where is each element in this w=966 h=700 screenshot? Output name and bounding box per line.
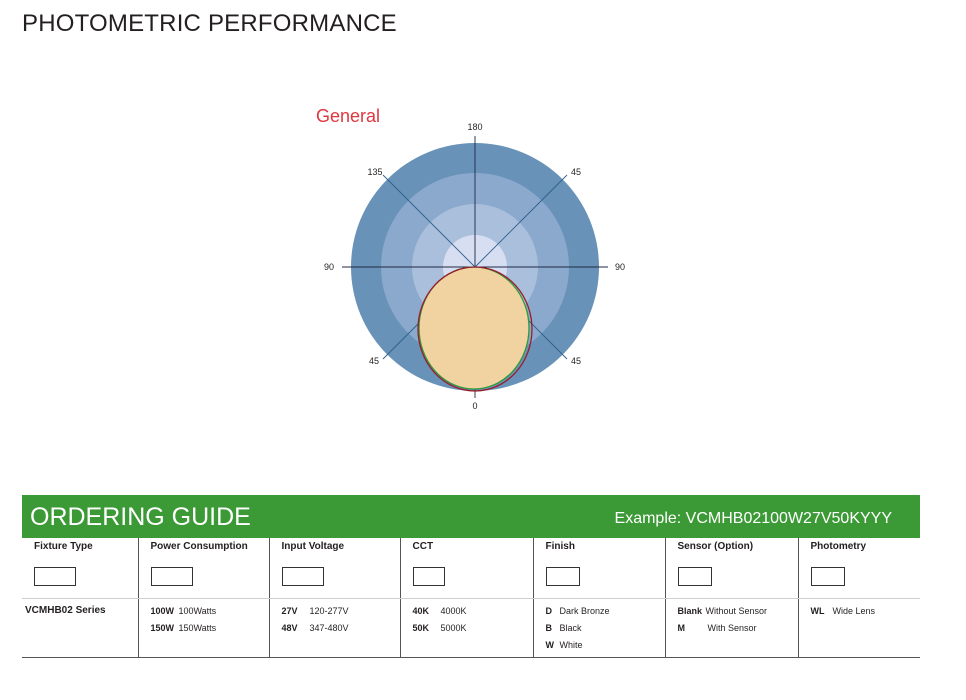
column-photometry: Photometry <box>797 538 920 599</box>
code-entry-box[interactable] <box>34 567 76 586</box>
option-item: 27V 120-277V <box>281 605 349 616</box>
option-item: 100W 100Watts <box>150 605 217 616</box>
code-entry-box[interactable] <box>545 567 580 586</box>
column-header: Fixture Type <box>34 541 93 552</box>
sensor-options: Blank Without Sensor M With Sensor <box>664 598 798 658</box>
option-item: 150W 150Watts <box>150 622 217 633</box>
option-item: WL Wide Lens <box>810 605 876 616</box>
angle-label-right: 90 <box>615 262 625 272</box>
option-item: B Black <box>545 622 582 633</box>
code-entry-box[interactable] <box>677 567 712 586</box>
option-item: W White <box>545 639 583 650</box>
finish-options: D Dark Bronze B Black W White <box>532 598 665 658</box>
column-header: Finish <box>545 541 575 552</box>
column-header: Power Consumption <box>150 541 248 552</box>
column-input-voltage: Input Voltage <box>268 538 400 599</box>
column-header: Input Voltage <box>281 541 345 552</box>
ordering-guide-header: ORDERING GUIDE Example: VCMHB02100W27V50… <box>22 495 920 538</box>
column-header: CCT <box>412 541 434 552</box>
distribution-curve-primary <box>417 266 533 392</box>
code-entry-box[interactable] <box>810 567 845 586</box>
angle-label-lower-right: 45 <box>571 356 581 366</box>
option-item: 48V 347-480V <box>281 622 349 633</box>
column-header: Sensor (Option) <box>677 541 754 552</box>
column-fixture-type: Fixture Type <box>22 538 138 599</box>
diagonal-upper-left <box>382 174 476 268</box>
diagram-label: General <box>316 106 380 126</box>
ordering-guide-title: ORDERING GUIDE <box>30 503 251 531</box>
angle-label-lower-left: 45 <box>369 356 379 366</box>
angle-label-top: 180 <box>467 122 482 132</box>
angle-label-upper-left: 135 <box>367 167 382 177</box>
cct-options: 40K 4000K 50K 5000K <box>399 598 533 658</box>
option-item: 50K 5000K <box>412 622 467 633</box>
series-name: VCMHB02 Series <box>25 604 106 616</box>
code-entry-box[interactable] <box>412 567 445 586</box>
angle-label-upper-right: 45 <box>571 167 581 177</box>
angle-label-bottom: 0 <box>472 401 477 411</box>
distribution-curve-secondary <box>418 266 530 390</box>
column-power-consumption: Power Consumption <box>137 538 269 599</box>
code-entry-box[interactable] <box>150 567 193 586</box>
photometry-options: WL Wide Lens <box>797 598 920 658</box>
angle-label-left: 90 <box>324 262 334 272</box>
polar-photometric-diagram: General 180 90 90 0 135 45 45 45 <box>316 106 625 411</box>
column-header: Photometry <box>810 541 867 552</box>
option-item: M With Sensor <box>677 622 757 633</box>
option-item: 40K 4000K <box>412 605 467 616</box>
ordering-table: Fixture Type Power Consumption Input Vol… <box>22 538 920 658</box>
code-entry-box[interactable] <box>281 567 324 586</box>
page-title: PHOTOMETRIC PERFORMANCE <box>22 10 397 37</box>
option-item: Blank Without Sensor <box>677 605 768 616</box>
ordering-example: Example: VCMHB02100W27V50KYYY <box>614 510 892 527</box>
column-cct: CCT <box>399 538 533 599</box>
option-item: D Dark Bronze <box>545 605 610 616</box>
power-options: 100W 100Watts 150W 150Watts <box>137 598 269 658</box>
voltage-options: 27V 120-277V 48V 347-480V <box>268 598 400 658</box>
diagonal-upper-right <box>474 174 568 268</box>
column-finish: Finish <box>532 538 665 599</box>
fixture-options: VCMHB02 Series <box>22 598 138 658</box>
column-sensor: Sensor (Option) <box>664 538 798 599</box>
